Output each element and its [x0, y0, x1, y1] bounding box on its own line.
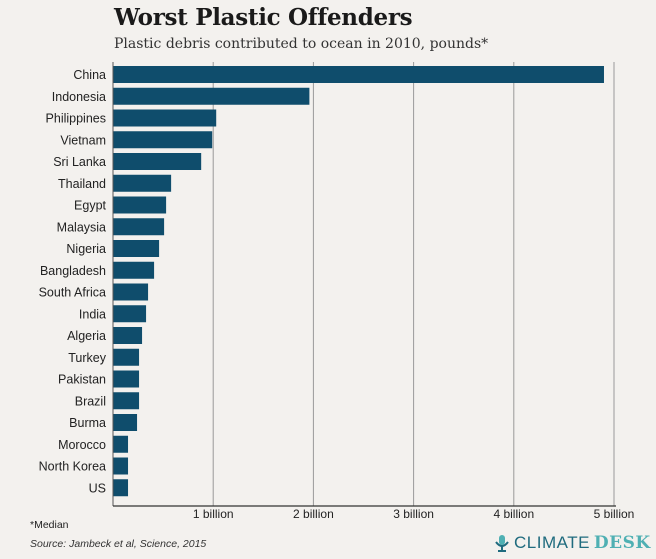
category-label: Nigeria — [66, 242, 106, 256]
category-label: Philippines — [46, 112, 106, 126]
bar-morocco — [113, 435, 129, 453]
category-label: US — [89, 481, 106, 495]
bar-north-korea — [113, 457, 129, 475]
logo-text-climate: CLIMATE — [514, 533, 590, 552]
category-label: India — [79, 307, 106, 321]
bar-pakistan — [113, 370, 140, 388]
category-label: Turkey — [68, 351, 106, 365]
bar-nigeria — [113, 240, 160, 257]
category-label: Algeria — [67, 329, 106, 343]
bar-south-africa — [113, 283, 149, 301]
category-label: North Korea — [39, 460, 106, 474]
x-tick-label: 5 billion — [594, 507, 635, 521]
x-tick-label: 4 billion — [493, 507, 534, 521]
bar-china — [113, 66, 604, 83]
category-label: Thailand — [58, 177, 106, 191]
x-tick-label: 1 billion — [193, 507, 234, 521]
bar-brazil — [113, 392, 140, 410]
category-label: Burma — [69, 416, 106, 430]
logo-text-desk: DESK — [593, 533, 651, 553]
bar-india — [113, 305, 147, 323]
bar-thailand — [113, 174, 172, 192]
category-label: Brazil — [75, 394, 106, 408]
footnote: *Median — [30, 519, 69, 531]
bar-burma — [113, 414, 138, 431]
x-tick-label: 3 billion — [393, 507, 434, 521]
bar-malaysia — [113, 218, 165, 236]
category-label: Pakistan — [58, 373, 106, 387]
bar-turkey — [113, 348, 140, 366]
category-label: Malaysia — [57, 220, 106, 234]
bar-algeria — [113, 327, 143, 344]
bar-philippines — [113, 109, 217, 127]
category-label: Vietnam — [60, 133, 106, 147]
source-note: Source: Jambeck et al, Science, 2015 — [30, 538, 207, 550]
category-label: Sri Lanka — [53, 155, 106, 169]
category-label: Egypt — [74, 199, 106, 213]
bar-us — [113, 479, 129, 497]
chart-title: Worst Plastic Offenders — [114, 4, 413, 31]
climate-desk-logo: CLIMATE DESK — [494, 533, 651, 553]
bar-vietnam — [113, 131, 213, 149]
bar-sri-lanka — [113, 153, 202, 170]
x-tick-label: 2 billion — [293, 507, 334, 521]
category-label: South Africa — [39, 286, 106, 300]
category-label: China — [73, 68, 106, 82]
category-label: Indonesia — [52, 90, 106, 104]
microphone-icon — [495, 535, 509, 552]
category-label: Morocco — [58, 438, 106, 452]
bar-bangladesh — [113, 261, 155, 279]
chart-subtitle: Plastic debris contributed to ocean in 2… — [114, 36, 489, 52]
bar-egypt — [113, 196, 167, 214]
category-label: Bangladesh — [40, 264, 106, 278]
bar-indonesia — [113, 87, 310, 105]
